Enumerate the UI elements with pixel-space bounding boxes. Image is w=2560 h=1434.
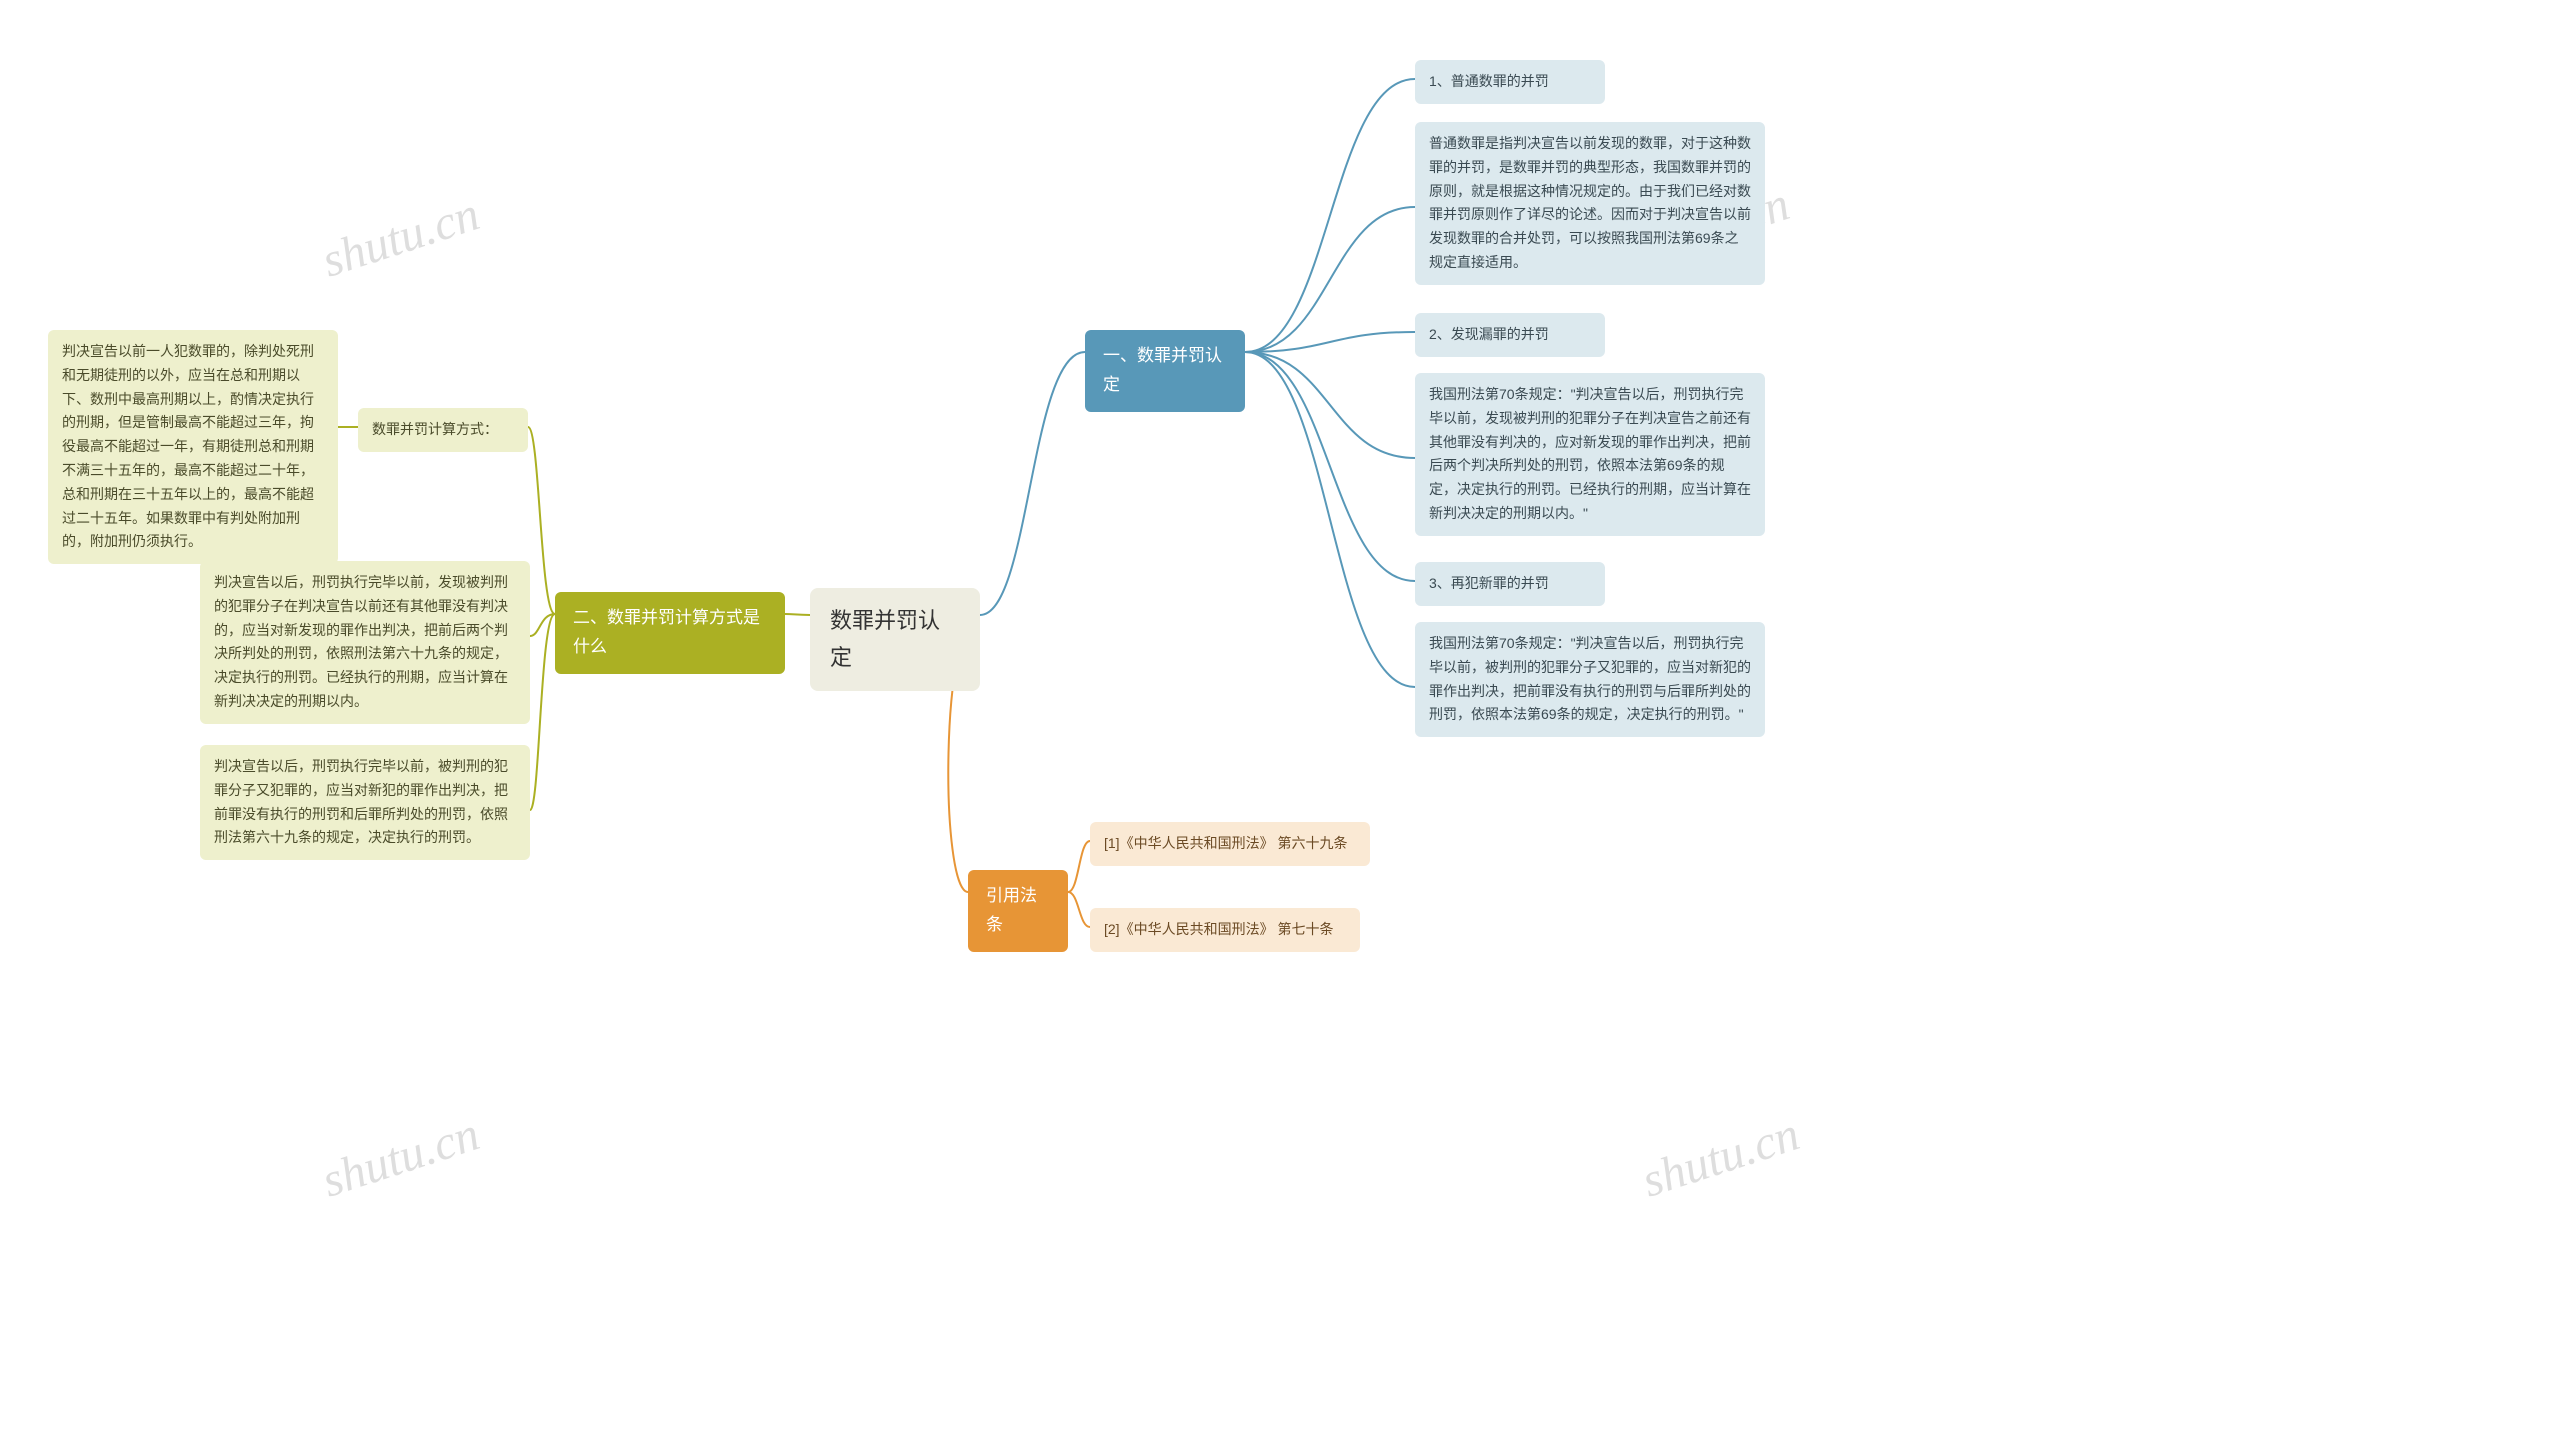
leaf-label: 判决宣告以后，刑罚执行完毕以前，被判刑的犯罪分子又犯罪的，应当对新犯的罪作出判决… [214,758,508,845]
leaf-cite-1[interactable]: [2]《中华人民共和国刑法》 第七十条 [1090,908,1360,952]
leaf-two-0-sub[interactable]: 判决宣告以前一人犯数罪的，除判处死刑和无期徒刑的以外，应当在总和刑期以下、数刑中… [48,330,338,564]
leaf-label: 判决宣告以前一人犯数罪的，除判处死刑和无期徒刑的以外，应当在总和刑期以下、数刑中… [62,343,314,549]
leaf-label: 判决宣告以后，刑罚执行完毕以前，发现被判刑的犯罪分子在判决宣告以前还有其他罪没有… [214,574,508,709]
branch-cite-label: 引用法条 [986,886,1037,934]
leaf-label: 2、发现漏罪的并罚 [1429,326,1549,342]
branch-one[interactable]: 一、数罪并罚认定 [1085,330,1245,412]
leaf-label: 普通数罪是指判决宣告以前发现的数罪，对于这种数罪的并罚，是数罪并罚的典型形态，我… [1429,135,1751,270]
leaf-one-2[interactable]: 2、发现漏罪的并罚 [1415,313,1605,357]
leaf-label: 我国刑法第70条规定："判决宣告以后，刑罚执行完毕以前，发现被判刑的犯罪分子在判… [1429,386,1751,521]
leaf-one-0[interactable]: 1、普通数罪的并罚 [1415,60,1605,104]
leaf-label: 3、再犯新罪的并罚 [1429,575,1549,591]
leaf-two-0[interactable]: 数罪并罚计算方式： [358,408,528,452]
watermark: shutu.cn [1635,1106,1805,1208]
leaf-two-1[interactable]: 判决宣告以后，刑罚执行完毕以前，发现被判刑的犯罪分子在判决宣告以前还有其他罪没有… [200,561,530,724]
branch-one-label: 一、数罪并罚认定 [1103,346,1222,394]
leaf-label: 我国刑法第70条规定："判决宣告以后，刑罚执行完毕以前，被判刑的犯罪分子又犯罪的… [1429,635,1751,722]
branch-two-label: 二、数罪并罚计算方式是什么 [573,608,760,656]
branch-cite[interactable]: 引用法条 [968,870,1068,952]
leaf-label: [2]《中华人民共和国刑法》 第七十条 [1104,921,1333,937]
leaf-one-3[interactable]: 我国刑法第70条规定："判决宣告以后，刑罚执行完毕以前，发现被判刑的犯罪分子在判… [1415,373,1765,536]
branch-two[interactable]: 二、数罪并罚计算方式是什么 [555,592,785,674]
leaf-one-4[interactable]: 3、再犯新罪的并罚 [1415,562,1605,606]
leaf-one-1[interactable]: 普通数罪是指判决宣告以前发现的数罪，对于这种数罪的并罚，是数罪并罚的典型形态，我… [1415,122,1765,285]
leaf-label: 1、普通数罪的并罚 [1429,73,1549,89]
leaf-label: 数罪并罚计算方式： [372,421,498,437]
leaf-label: [1]《中华人民共和国刑法》 第六十九条 [1104,835,1347,851]
root-node[interactable]: 数罪并罚认定 [810,588,980,691]
root-label: 数罪并罚认定 [830,608,940,670]
leaf-one-5[interactable]: 我国刑法第70条规定："判决宣告以后，刑罚执行完毕以前，被判刑的犯罪分子又犯罪的… [1415,622,1765,737]
watermark: shutu.cn [315,1106,485,1208]
leaf-cite-0[interactable]: [1]《中华人民共和国刑法》 第六十九条 [1090,822,1370,866]
watermark: shutu.cn [315,186,485,288]
leaf-two-2[interactable]: 判决宣告以后，刑罚执行完毕以前，被判刑的犯罪分子又犯罪的，应当对新犯的罪作出判决… [200,745,530,860]
